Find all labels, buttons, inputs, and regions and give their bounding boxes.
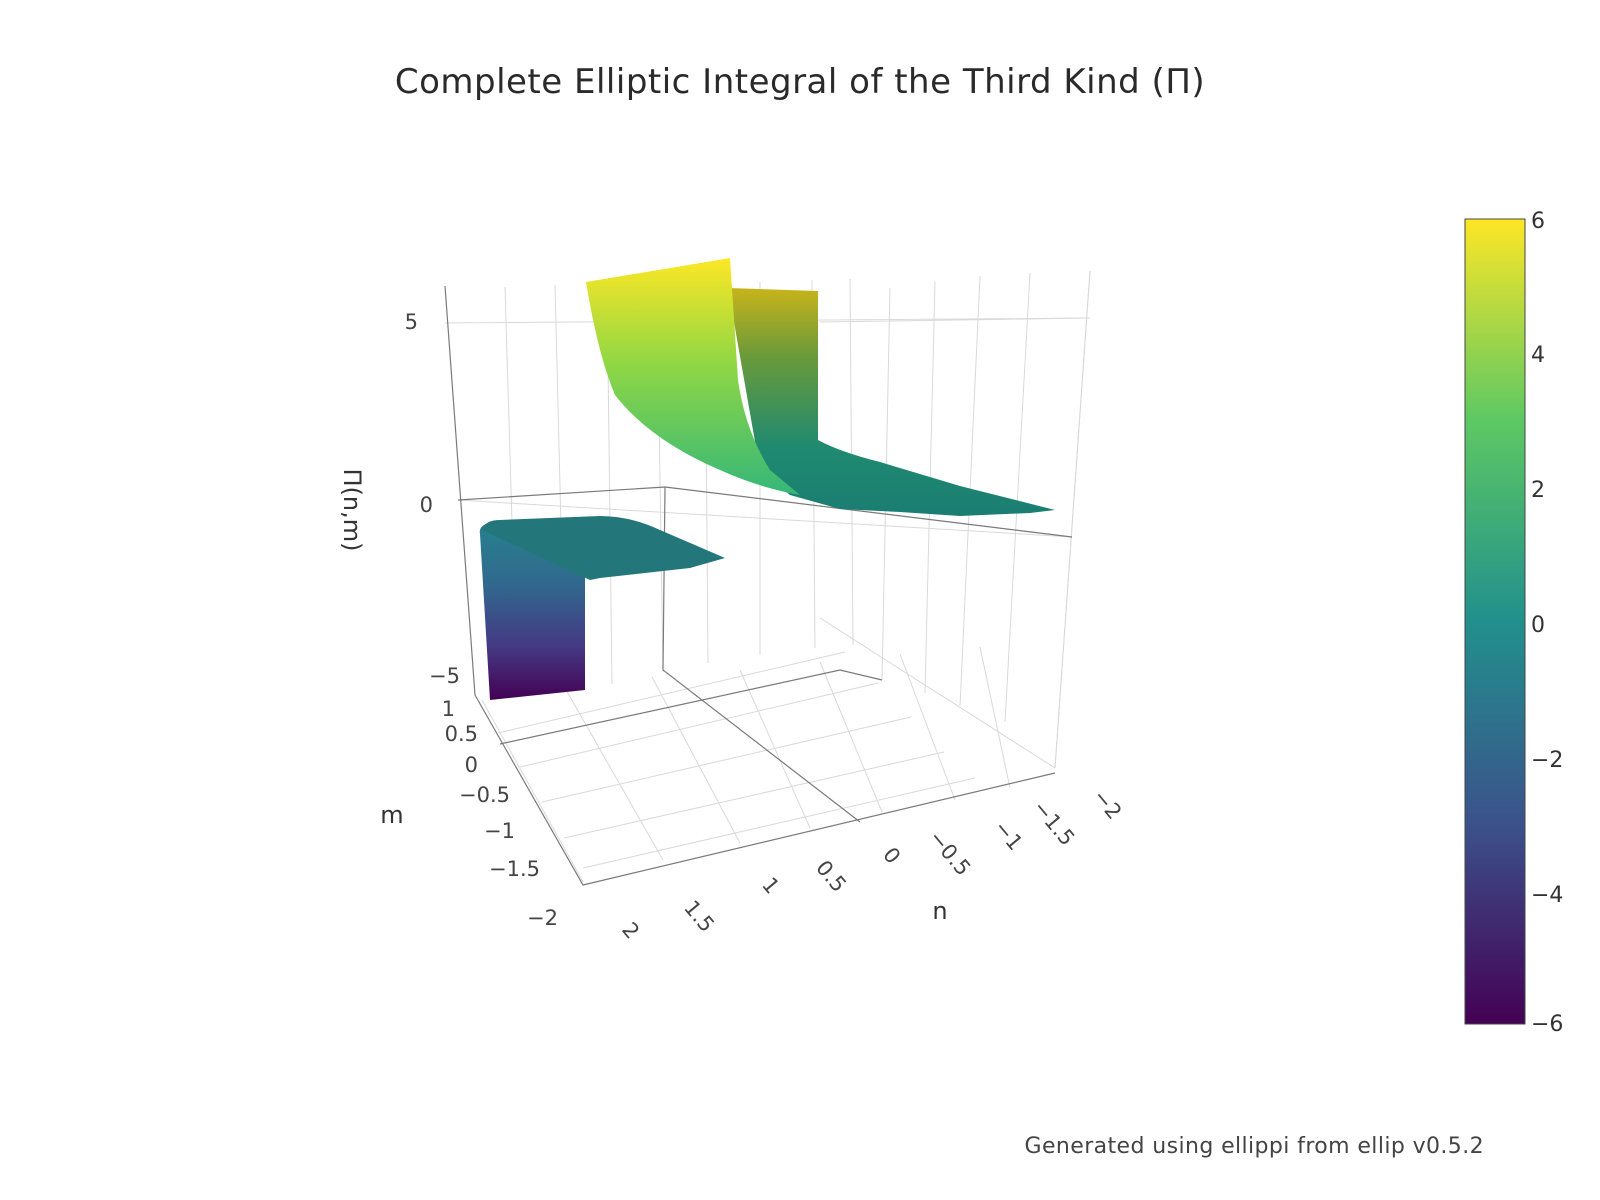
n-tick: 0	[878, 843, 905, 869]
surface-front-sheet	[586, 258, 800, 495]
colorbar: 6 4 2 0 −2 −4 −6	[1464, 209, 1563, 1037]
m-axis-ticks: 1 0.5 0 −0.5 −1 −1.5 −2	[442, 697, 558, 930]
n-tick: −1.5	[1028, 796, 1079, 850]
colorbar-gradient	[1464, 218, 1526, 1025]
n-tick: −0.5	[924, 826, 975, 880]
m-tick: −0.5	[459, 783, 510, 807]
colorbar-tick: 0	[1531, 613, 1545, 638]
colorbar-tick: −2	[1531, 748, 1563, 773]
footer-credit: Generated using ellippi from ellip v0.5.…	[1024, 1134, 1484, 1159]
n-tick: 2	[617, 918, 644, 944]
colorbar-tick: 2	[1531, 478, 1545, 503]
grid-lines	[444, 270, 1091, 883]
n-tick: −2	[1088, 785, 1126, 824]
z-axis-ticks: 5 0 −5	[405, 310, 460, 688]
n-tick: 0.5	[811, 856, 851, 897]
n-tick: −1	[989, 816, 1027, 855]
colorbar-tick: −4	[1531, 883, 1563, 908]
axis-lines	[444, 285, 1073, 886]
m-tick: 1	[442, 697, 455, 721]
m-tick: −1	[484, 819, 515, 843]
m-tick: −2	[527, 906, 558, 930]
z-tick: 0	[420, 493, 433, 517]
surface-lower-plateau	[482, 516, 725, 580]
z-tick: 5	[405, 310, 418, 334]
z-tick: −5	[429, 664, 460, 688]
z-axis-label: Π(n,m)	[338, 469, 366, 552]
n-tick: 1	[757, 873, 784, 899]
surface	[479, 258, 1055, 700]
chart-title: Complete Elliptic Integral of the Third …	[394, 62, 1206, 102]
colorbar-tick: 6	[1531, 209, 1545, 234]
surface-back-sheet	[728, 288, 1055, 516]
n-axis-label: n	[932, 897, 947, 925]
colorbar-tick: −6	[1531, 1012, 1563, 1037]
n-tick: 1.5	[679, 896, 719, 937]
m-tick: 0	[465, 753, 478, 777]
m-tick: 0.5	[445, 722, 478, 746]
m-axis-label: m	[380, 801, 403, 829]
colorbar-tick: 4	[1531, 343, 1545, 368]
m-tick: −1.5	[489, 857, 540, 881]
surface-cliff-face	[479, 522, 585, 700]
